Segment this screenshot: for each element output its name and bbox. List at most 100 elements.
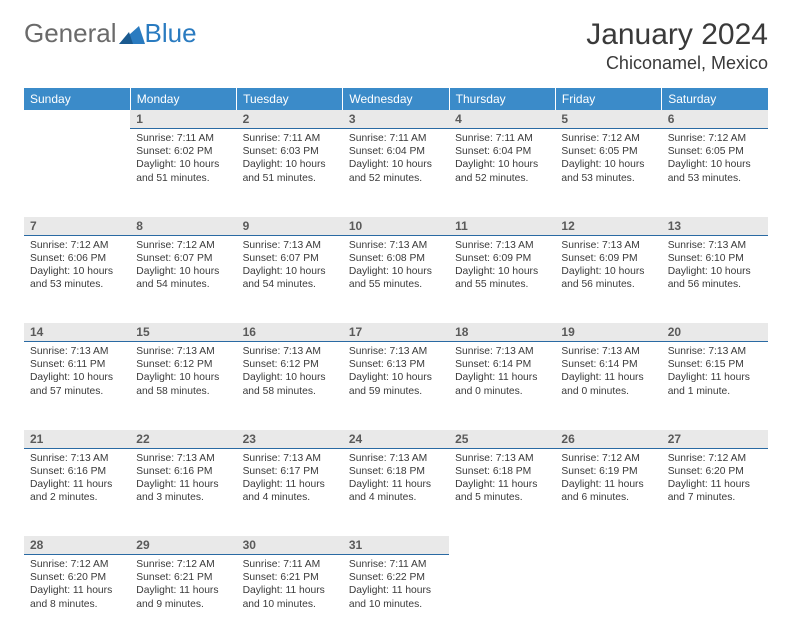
day-number: 16: [237, 323, 343, 342]
sunset-line: Sunset: 6:22 PM: [349, 571, 443, 584]
sunrise-line: Sunrise: 7:12 AM: [668, 452, 762, 465]
sunset-line: Sunset: 6:06 PM: [30, 252, 124, 265]
sunset-line: Sunset: 6:12 PM: [243, 358, 337, 371]
day-cell: Sunrise: 7:13 AMSunset: 6:07 PMDaylight:…: [237, 235, 343, 323]
day-cell: Sunrise: 7:13 AMSunset: 6:15 PMDaylight:…: [662, 342, 768, 430]
day-number: [662, 536, 768, 555]
daylight-line: Daylight: 10 hours and 53 minutes.: [668, 158, 762, 184]
day-number: 7: [24, 217, 130, 236]
daylight-line: Daylight: 10 hours and 55 minutes.: [349, 265, 443, 291]
day-number: 19: [555, 323, 661, 342]
sunset-line: Sunset: 6:04 PM: [349, 145, 443, 158]
day-number: 12: [555, 217, 661, 236]
sunrise-line: Sunrise: 7:13 AM: [455, 345, 549, 358]
weekday-header: Thursday: [449, 88, 555, 110]
weekday-header: Tuesday: [237, 88, 343, 110]
sunset-line: Sunset: 6:08 PM: [349, 252, 443, 265]
daylight-line: Daylight: 11 hours and 8 minutes.: [30, 584, 124, 610]
month-title: January 2024: [586, 18, 768, 51]
day-content-row: Sunrise: 7:12 AMSunset: 6:20 PMDaylight:…: [24, 555, 768, 643]
daylight-line: Daylight: 11 hours and 10 minutes.: [349, 584, 443, 610]
day-cell: Sunrise: 7:13 AMSunset: 6:09 PMDaylight:…: [449, 235, 555, 323]
day-cell: Sunrise: 7:11 AMSunset: 6:02 PMDaylight:…: [130, 129, 236, 217]
sunset-line: Sunset: 6:15 PM: [668, 358, 762, 371]
sunrise-line: Sunrise: 7:12 AM: [561, 452, 655, 465]
daylight-line: Daylight: 10 hours and 54 minutes.: [136, 265, 230, 291]
sunrise-line: Sunrise: 7:13 AM: [243, 345, 337, 358]
sunset-line: Sunset: 6:12 PM: [136, 358, 230, 371]
sunset-line: Sunset: 6:10 PM: [668, 252, 762, 265]
daylight-line: Daylight: 10 hours and 55 minutes.: [455, 265, 549, 291]
sunrise-line: Sunrise: 7:13 AM: [561, 345, 655, 358]
sunrise-line: Sunrise: 7:13 AM: [455, 452, 549, 465]
day-number: [24, 110, 130, 129]
sunset-line: Sunset: 6:19 PM: [561, 465, 655, 478]
calendar-table: Sunday Monday Tuesday Wednesday Thursday…: [24, 88, 768, 643]
daylight-line: Daylight: 11 hours and 1 minute.: [668, 371, 762, 397]
daylight-line: Daylight: 11 hours and 6 minutes.: [561, 478, 655, 504]
day-number: 4: [449, 110, 555, 129]
sunrise-line: Sunrise: 7:13 AM: [243, 239, 337, 252]
day-cell: Sunrise: 7:13 AMSunset: 6:16 PMDaylight:…: [130, 448, 236, 536]
day-number: 18: [449, 323, 555, 342]
sunset-line: Sunset: 6:18 PM: [455, 465, 549, 478]
sunrise-line: Sunrise: 7:13 AM: [561, 239, 655, 252]
sunrise-line: Sunrise: 7:11 AM: [243, 132, 337, 145]
brand-logo: General Blue: [24, 18, 197, 49]
brand-name-1: General: [24, 18, 117, 49]
sunrise-line: Sunrise: 7:12 AM: [561, 132, 655, 145]
day-cell: Sunrise: 7:12 AMSunset: 6:05 PMDaylight:…: [662, 129, 768, 217]
day-number: 9: [237, 217, 343, 236]
daylight-line: Daylight: 11 hours and 4 minutes.: [349, 478, 443, 504]
day-number: 14: [24, 323, 130, 342]
day-cell: Sunrise: 7:11 AMSunset: 6:04 PMDaylight:…: [449, 129, 555, 217]
day-cell: Sunrise: 7:13 AMSunset: 6:13 PMDaylight:…: [343, 342, 449, 430]
day-cell: [662, 555, 768, 643]
sunrise-line: Sunrise: 7:13 AM: [243, 452, 337, 465]
day-number: 28: [24, 536, 130, 555]
daylight-line: Daylight: 11 hours and 10 minutes.: [243, 584, 337, 610]
sunrise-line: Sunrise: 7:13 AM: [349, 239, 443, 252]
sunset-line: Sunset: 6:20 PM: [30, 571, 124, 584]
sunset-line: Sunset: 6:11 PM: [30, 358, 124, 371]
day-cell: Sunrise: 7:13 AMSunset: 6:12 PMDaylight:…: [130, 342, 236, 430]
sunset-line: Sunset: 6:09 PM: [455, 252, 549, 265]
sunrise-line: Sunrise: 7:13 AM: [349, 345, 443, 358]
day-cell: Sunrise: 7:12 AMSunset: 6:19 PMDaylight:…: [555, 448, 661, 536]
daylight-line: Daylight: 11 hours and 0 minutes.: [561, 371, 655, 397]
day-number: 15: [130, 323, 236, 342]
day-cell: Sunrise: 7:13 AMSunset: 6:09 PMDaylight:…: [555, 235, 661, 323]
day-cell: Sunrise: 7:12 AMSunset: 6:06 PMDaylight:…: [24, 235, 130, 323]
sunrise-line: Sunrise: 7:13 AM: [30, 452, 124, 465]
brand-triangle-icon: [119, 24, 145, 44]
sunset-line: Sunset: 6:17 PM: [243, 465, 337, 478]
sunrise-line: Sunrise: 7:13 AM: [136, 452, 230, 465]
day-cell: Sunrise: 7:13 AMSunset: 6:18 PMDaylight:…: [343, 448, 449, 536]
day-number: 21: [24, 430, 130, 449]
weekday-header: Friday: [555, 88, 661, 110]
daylight-line: Daylight: 11 hours and 0 minutes.: [455, 371, 549, 397]
day-number: 30: [237, 536, 343, 555]
sunset-line: Sunset: 6:21 PM: [136, 571, 230, 584]
day-cell: Sunrise: 7:13 AMSunset: 6:08 PMDaylight:…: [343, 235, 449, 323]
day-cell: [24, 129, 130, 217]
day-number: 31: [343, 536, 449, 555]
daylight-line: Daylight: 10 hours and 52 minutes.: [455, 158, 549, 184]
brand-name-2: Blue: [145, 18, 197, 49]
day-cell: Sunrise: 7:11 AMSunset: 6:04 PMDaylight:…: [343, 129, 449, 217]
daylight-line: Daylight: 11 hours and 3 minutes.: [136, 478, 230, 504]
sunrise-line: Sunrise: 7:12 AM: [668, 132, 762, 145]
day-cell: Sunrise: 7:11 AMSunset: 6:03 PMDaylight:…: [237, 129, 343, 217]
sunset-line: Sunset: 6:05 PM: [668, 145, 762, 158]
daylight-line: Daylight: 10 hours and 58 minutes.: [136, 371, 230, 397]
sunset-line: Sunset: 6:16 PM: [136, 465, 230, 478]
daylight-line: Daylight: 11 hours and 4 minutes.: [243, 478, 337, 504]
sunset-line: Sunset: 6:13 PM: [349, 358, 443, 371]
day-cell: Sunrise: 7:13 AMSunset: 6:18 PMDaylight:…: [449, 448, 555, 536]
sunset-line: Sunset: 6:14 PM: [455, 358, 549, 371]
day-number-row: 14151617181920: [24, 323, 768, 342]
sunset-line: Sunset: 6:05 PM: [561, 145, 655, 158]
daylight-line: Daylight: 10 hours and 56 minutes.: [668, 265, 762, 291]
sunset-line: Sunset: 6:07 PM: [243, 252, 337, 265]
day-number: 27: [662, 430, 768, 449]
